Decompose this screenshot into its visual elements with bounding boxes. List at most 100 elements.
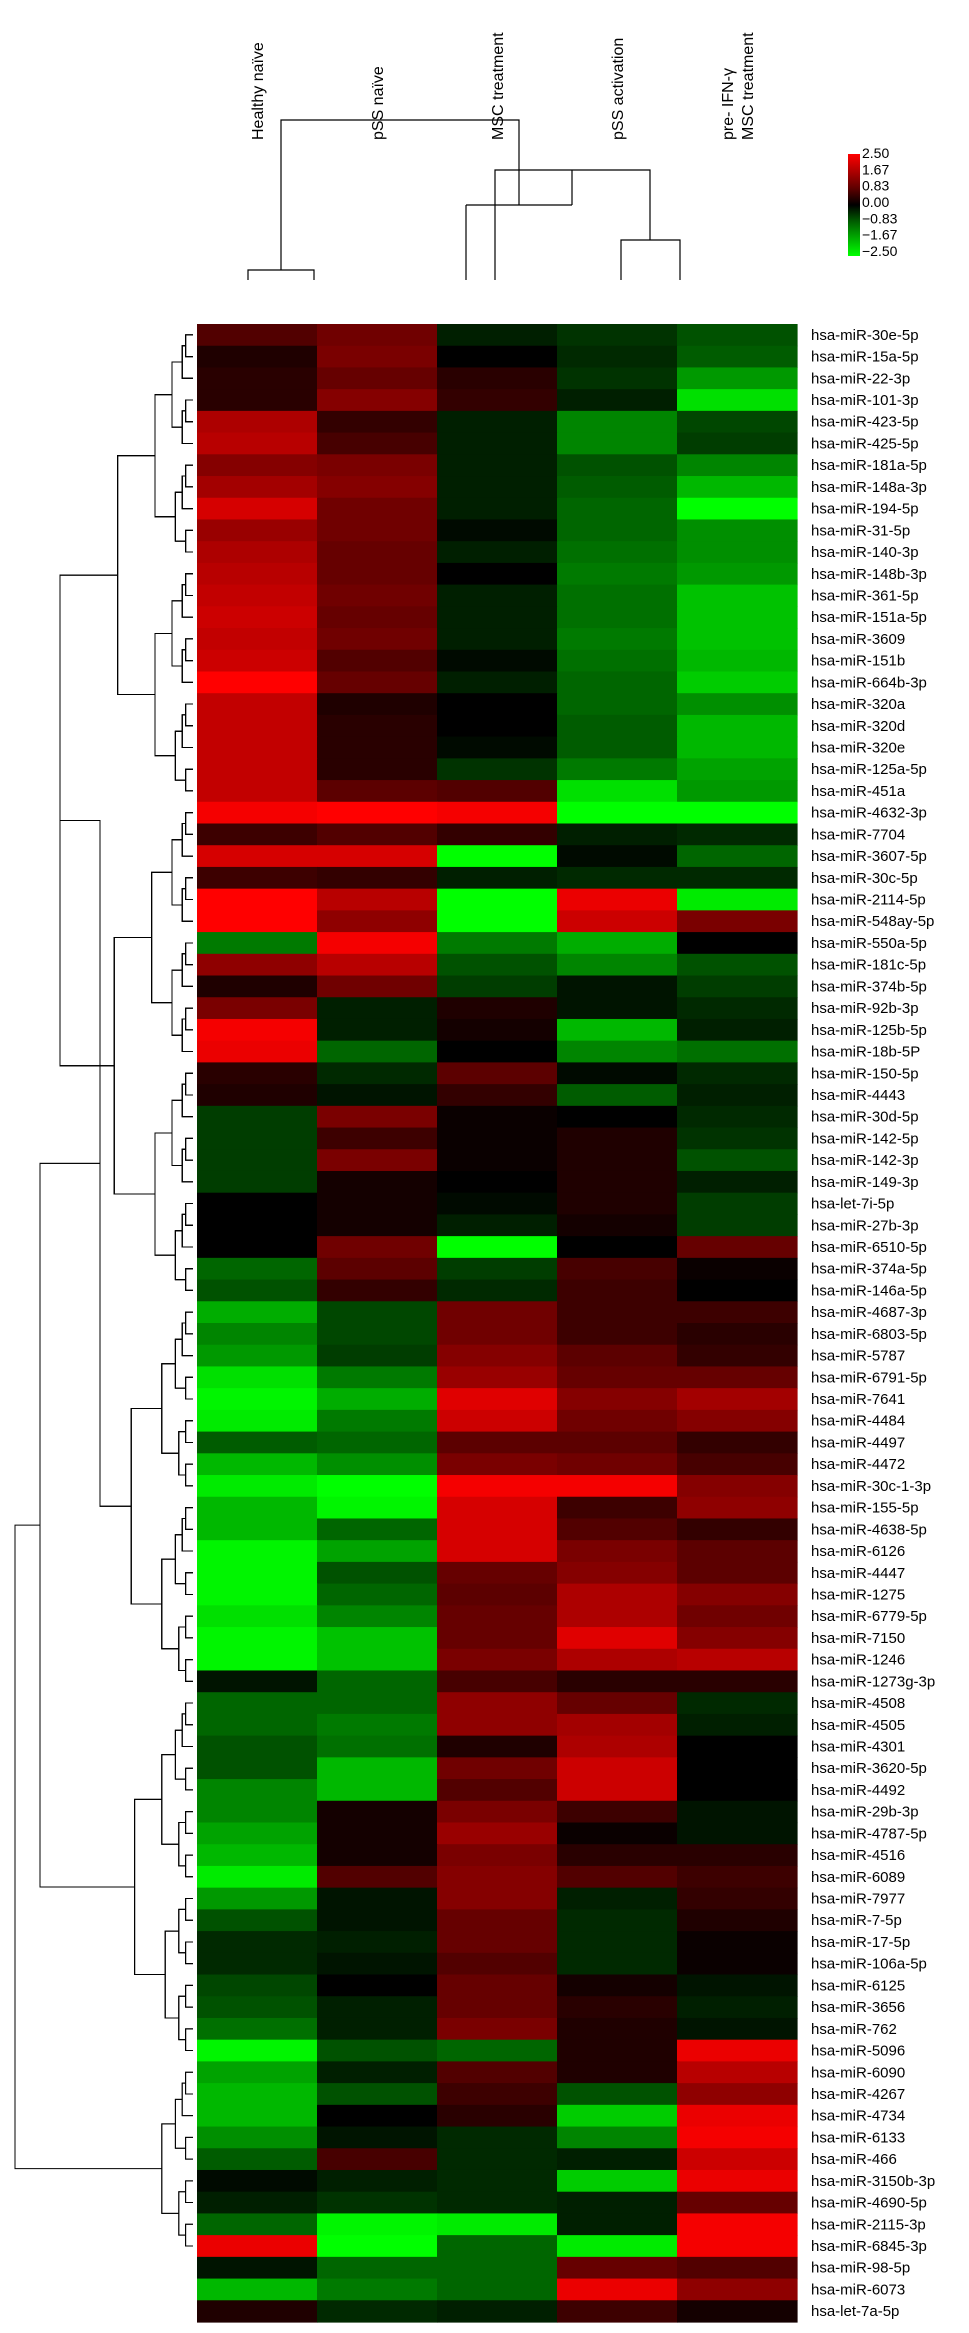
row-label: hsa-miR-6133 — [811, 2129, 905, 2146]
heatmap-cell — [437, 1713, 558, 1737]
heatmap-cell — [197, 1344, 318, 1368]
heatmap-cell — [557, 1822, 678, 1845]
dendrogram-branch — [181, 2082, 193, 2117]
heatmap-cell — [317, 2017, 438, 2041]
heatmap-cell — [557, 758, 678, 781]
row-label: hsa-miR-6126 — [811, 1543, 905, 1560]
dendrogram-branch — [174, 1338, 186, 1389]
dendrogram-branch — [181, 410, 193, 444]
dendrogram-branch — [185, 1268, 193, 1291]
heatmap-cell — [197, 1453, 318, 1476]
row-label: hsa-miR-17-5p — [811, 1934, 910, 1951]
row-label: hsa-miR-142-3p — [811, 1152, 919, 1169]
row-label: hsa-miR-550a-5p — [811, 935, 927, 952]
dendrogram-branch — [185, 942, 193, 966]
heatmap-cell — [317, 1344, 438, 1368]
row-label: hsa-miR-6089 — [811, 1869, 905, 1886]
dendrogram-branch — [174, 491, 186, 542]
dendrogram-branch — [181, 345, 193, 379]
heatmap-cell — [317, 1735, 438, 1758]
dendrogram-branch — [174, 491, 186, 542]
heatmap-cell — [677, 1800, 798, 1824]
heatmap-cell — [317, 1279, 438, 1302]
row-label: hsa-miR-4632-3p — [811, 805, 927, 822]
heatmap-cell — [557, 454, 678, 477]
heatmap-cell — [677, 953, 798, 977]
dendrogram-branch — [181, 1213, 193, 1248]
heatmap-cell — [437, 1409, 558, 1433]
dendrogram-branch — [181, 714, 193, 748]
heatmap-cell — [437, 953, 558, 977]
dendrogram-branch — [181, 1322, 193, 1357]
heatmap-cell — [437, 758, 558, 781]
dendrogram-branch — [185, 399, 193, 423]
row-label: hsa-miR-3150b-3p — [811, 2173, 935, 2190]
row-label: hsa-miR-4687-3p — [811, 1304, 927, 1321]
dendrogram-branch — [113, 937, 155, 1195]
heatmap-cell — [677, 2083, 798, 2106]
heatmap-cell — [197, 1909, 318, 1932]
heatmap-cell — [677, 1779, 798, 1802]
row-label: hsa-miR-320d — [811, 718, 905, 735]
dendrogram-branch — [181, 2082, 193, 2117]
heatmap-cell — [317, 2104, 438, 2128]
heatmap-cell — [197, 519, 318, 542]
heatmap-cell — [437, 1062, 558, 1085]
dendrogram-branch — [181, 475, 193, 510]
heatmap-cell — [437, 1865, 558, 1889]
heatmap-cell — [557, 606, 678, 629]
heatmap-cell — [437, 2061, 558, 2084]
heatmap-cell — [317, 519, 438, 542]
heatmap-cell — [197, 866, 318, 890]
dendrogram-branch — [185, 2071, 193, 2095]
heatmap-cell — [317, 367, 438, 390]
dendrogram-branch — [161, 1754, 179, 1845]
dendrogram-branch — [171, 600, 183, 667]
heatmap-cell — [197, 1475, 318, 1498]
heatmap-cell — [197, 1257, 318, 1281]
heatmap-cell — [437, 2191, 558, 2215]
heatmap-cell — [437, 823, 558, 846]
dendrogram-branch — [185, 638, 193, 662]
heatmap-cell — [317, 1627, 438, 1650]
dendrogram-branch — [185, 2136, 193, 2160]
heatmap-cell — [317, 476, 438, 499]
heatmap-cell — [557, 1996, 678, 2019]
heatmap-cell — [677, 997, 798, 1020]
dendrogram-branch — [171, 1099, 183, 1167]
dendrogram-branch — [117, 455, 155, 696]
dendrogram-branch — [161, 1754, 179, 1845]
heatmap-cell — [437, 367, 558, 390]
dendrogram-branch — [174, 1338, 186, 1389]
heatmap-cell — [317, 2278, 438, 2301]
heatmap-cell — [437, 1475, 558, 1498]
legend-tick-label: −2.50 — [862, 243, 898, 259]
heatmap-cell — [557, 2213, 678, 2236]
dendrogram-branch — [185, 573, 193, 596]
dendrogram-branch — [185, 1007, 193, 1031]
dendrogram-branch — [134, 1798, 166, 1976]
row-label: hsa-let-7a-5p — [811, 2303, 899, 2320]
heatmap-cell — [437, 1105, 558, 1129]
dendrogram-branch — [185, 812, 193, 835]
heatmap-cell — [317, 1952, 438, 1976]
dendrogram-branch — [181, 1713, 193, 1747]
dendrogram-branch — [185, 2071, 193, 2095]
heatmap-cell — [317, 1670, 438, 1693]
heatmap-cell — [437, 2256, 558, 2280]
heatmap-cell — [437, 1627, 558, 1650]
legend-tick-label: 0.83 — [862, 178, 889, 194]
heatmap-cell — [197, 1627, 318, 1650]
row-label: hsa-miR-181c-5p — [811, 957, 926, 974]
heatmap-cell — [557, 562, 678, 586]
dendrogram-branch — [185, 638, 193, 662]
dendrogram-branch — [171, 969, 183, 1036]
dendrogram-branch — [185, 1311, 193, 1335]
heatmap-cell — [197, 888, 318, 911]
dendrogram-branch — [185, 1463, 193, 1487]
heatmap-cell — [437, 866, 558, 890]
heatmap-cell — [317, 1540, 438, 1563]
dendrogram-branch — [171, 1099, 183, 1167]
heatmap-cell — [677, 1105, 798, 1129]
